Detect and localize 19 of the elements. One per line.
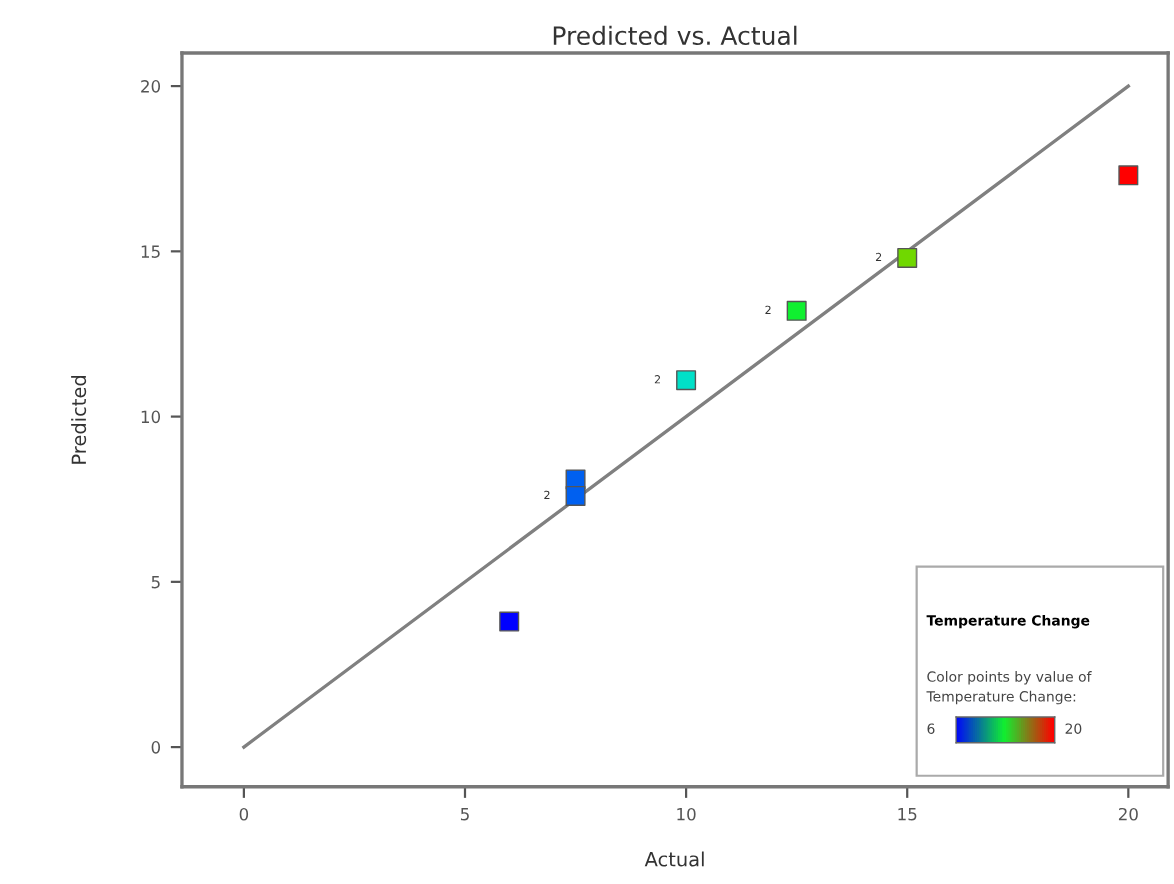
point bbox=[676, 370, 697, 391]
x-tick-label: 5 bbox=[460, 808, 469, 821]
point bbox=[897, 247, 918, 268]
y-tick-label: 5 bbox=[151, 576, 160, 589]
point bbox=[499, 611, 520, 632]
x-tick-label: 0 bbox=[239, 807, 249, 821]
chart-title: Predicted vs. Actual bbox=[553, 25, 797, 46]
x-tick-label: 20 bbox=[1118, 807, 1138, 821]
point bbox=[565, 485, 586, 506]
x-axis-title: Actual bbox=[644, 851, 704, 867]
y-tick-label: 20 bbox=[141, 80, 161, 93]
y-tick-label: 15 bbox=[141, 245, 160, 258]
y-axis-title: Predicted bbox=[71, 376, 87, 464]
x-tick-label: 10 bbox=[677, 807, 696, 821]
point bbox=[786, 300, 807, 321]
point bbox=[1118, 165, 1139, 186]
x-tick-label: 15 bbox=[898, 808, 917, 821]
y-tick-label: 0 bbox=[151, 741, 161, 754]
y-tick-label: 10 bbox=[141, 410, 161, 424]
